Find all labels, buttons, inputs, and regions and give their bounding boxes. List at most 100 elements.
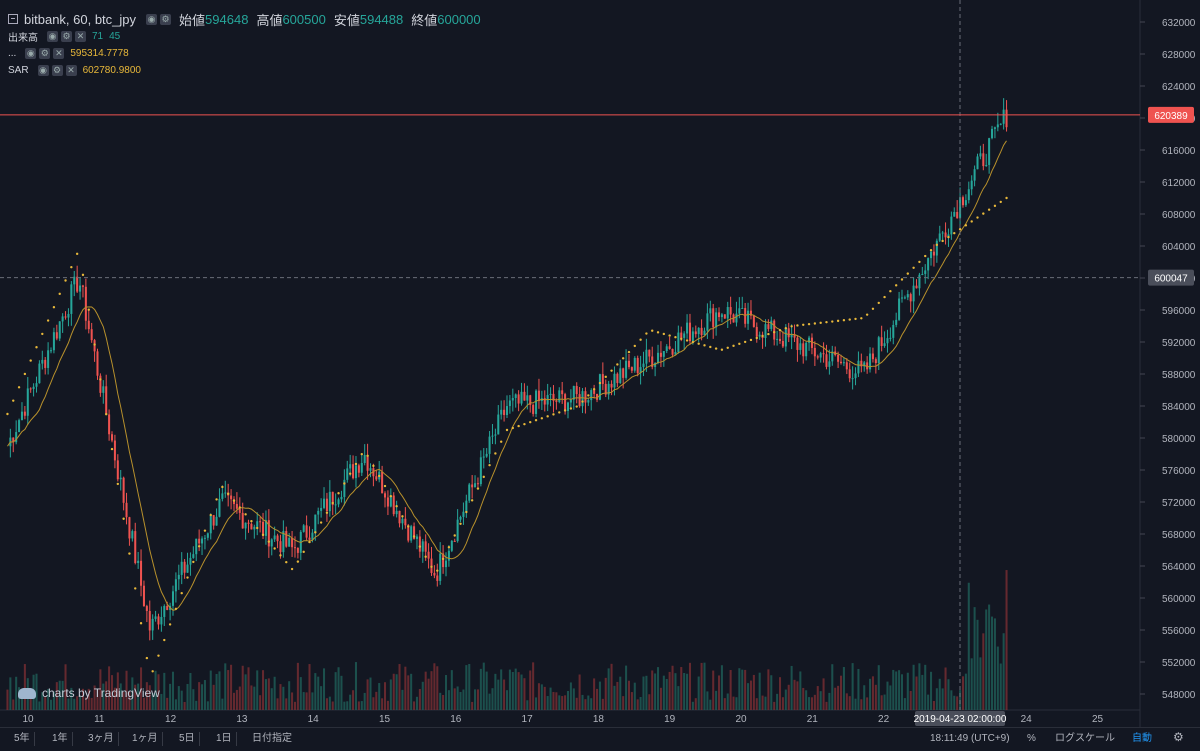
volume-bar	[90, 697, 93, 710]
volume-bar	[500, 669, 503, 710]
candle-body	[619, 368, 622, 383]
volume-bar	[877, 665, 880, 710]
volume-bar	[866, 697, 869, 710]
candle-body	[87, 320, 90, 330]
settings-icon[interactable]: ⚙	[39, 48, 51, 59]
sar-dot	[534, 419, 538, 422]
settings-icon[interactable]: ⚙	[51, 65, 63, 76]
range-5d[interactable]: 5日	[175, 732, 200, 746]
candle-body	[340, 496, 343, 500]
time-tick-label: 17	[522, 714, 534, 725]
price-tick-label: 632000	[1162, 18, 1196, 29]
eye-icon[interactable]: ◉	[146, 13, 158, 25]
eye-icon[interactable]: ◉	[47, 31, 58, 42]
volume-bar	[744, 669, 747, 710]
volume-bar	[311, 692, 314, 710]
indicator-name[interactable]: ...	[8, 48, 17, 59]
volume-bar	[116, 672, 119, 710]
candle-body	[639, 367, 642, 373]
volume-bar	[686, 673, 689, 710]
range-custom-date[interactable]: 日付指定	[252, 733, 292, 744]
sar-dot	[778, 328, 782, 332]
time-tick-label: 10	[22, 714, 34, 725]
close-icon[interactable]: ✕	[75, 31, 86, 42]
candle-body	[778, 338, 782, 342]
price-tick-label: 584000	[1162, 402, 1196, 413]
range-3m[interactable]: 3ヶ月	[84, 732, 119, 746]
candle-body	[854, 373, 857, 379]
candle-body	[961, 197, 964, 206]
symbol-title[interactable]: bitbank, 60, btc_jpy	[24, 11, 137, 27]
volume-bar	[900, 674, 904, 710]
eye-icon[interactable]: ◉	[37, 65, 49, 76]
range-5y[interactable]: 5年	[10, 732, 35, 746]
close-icon[interactable]: ✕	[65, 65, 77, 76]
volume-bar	[796, 681, 799, 710]
sar-dot	[499, 440, 503, 443]
tradingview-watermark[interactable]: charts by TradingView	[18, 686, 160, 700]
collapse-icon[interactable]	[8, 14, 18, 24]
candle-body	[198, 538, 201, 544]
volume-bar	[537, 683, 540, 710]
gear-icon[interactable]: ⚙	[1173, 730, 1184, 744]
range-1m[interactable]: 1ヶ月	[128, 732, 163, 746]
settings-icon[interactable]: ⚙	[61, 31, 72, 42]
volume-bar	[642, 676, 645, 710]
settings-icon[interactable]: ⚙	[160, 13, 172, 25]
volume-bar	[459, 692, 462, 710]
candle-body	[497, 414, 500, 435]
sar-dot	[505, 428, 509, 432]
volume-bar	[247, 667, 250, 710]
candle-body	[729, 307, 732, 315]
candle-body	[680, 332, 683, 338]
candle-body	[288, 537, 291, 547]
range-1y[interactable]: 1年	[48, 732, 73, 746]
candle-body	[726, 307, 729, 319]
sar-dot	[732, 344, 735, 348]
volume-bar	[421, 681, 424, 710]
close-icon[interactable]: ✕	[53, 48, 65, 59]
volume-bar	[29, 696, 32, 710]
volume-bar	[488, 693, 491, 710]
candle-body	[413, 526, 416, 539]
sar-dot	[302, 550, 305, 554]
volume-bar	[67, 698, 70, 710]
candle-body	[447, 550, 450, 561]
volume-bar	[305, 692, 308, 710]
candle-body	[535, 390, 538, 414]
volume-bar	[436, 666, 439, 710]
candle-body	[253, 526, 256, 530]
volume-bar	[898, 670, 901, 710]
sar-dot	[366, 454, 369, 457]
candle-body	[140, 560, 143, 586]
candle-body	[564, 394, 567, 411]
volume-bar	[720, 665, 723, 710]
volume-bar	[558, 695, 561, 710]
volume-bar	[520, 674, 523, 710]
log-scale-toggle[interactable]: ログスケール	[1055, 733, 1115, 744]
range-1d[interactable]: 1日	[212, 732, 237, 746]
cloud-icon	[18, 687, 36, 699]
volume-bar	[410, 673, 413, 710]
auto-scale-toggle[interactable]: 自動	[1132, 733, 1152, 744]
volume-bar	[773, 701, 776, 710]
percent-toggle[interactable]: %	[1027, 733, 1036, 744]
sar-dot	[790, 325, 793, 328]
sar-dot	[581, 400, 584, 403]
candle-body	[212, 515, 215, 526]
price-tick-label: 568000	[1162, 530, 1196, 541]
volume-bar	[122, 691, 125, 710]
moving-average-line	[7, 140, 1007, 611]
sar-dot	[767, 332, 770, 336]
eye-icon[interactable]: ◉	[25, 48, 37, 59]
candle-body	[375, 476, 378, 480]
indicator-name[interactable]: 出来高	[8, 33, 38, 44]
volume-bar	[113, 687, 116, 710]
sar-dot	[552, 413, 555, 416]
candle-body	[648, 349, 651, 357]
sar-dot	[563, 409, 567, 412]
volume-bar	[58, 680, 61, 710]
indicator-name[interactable]: SAR	[8, 65, 29, 76]
